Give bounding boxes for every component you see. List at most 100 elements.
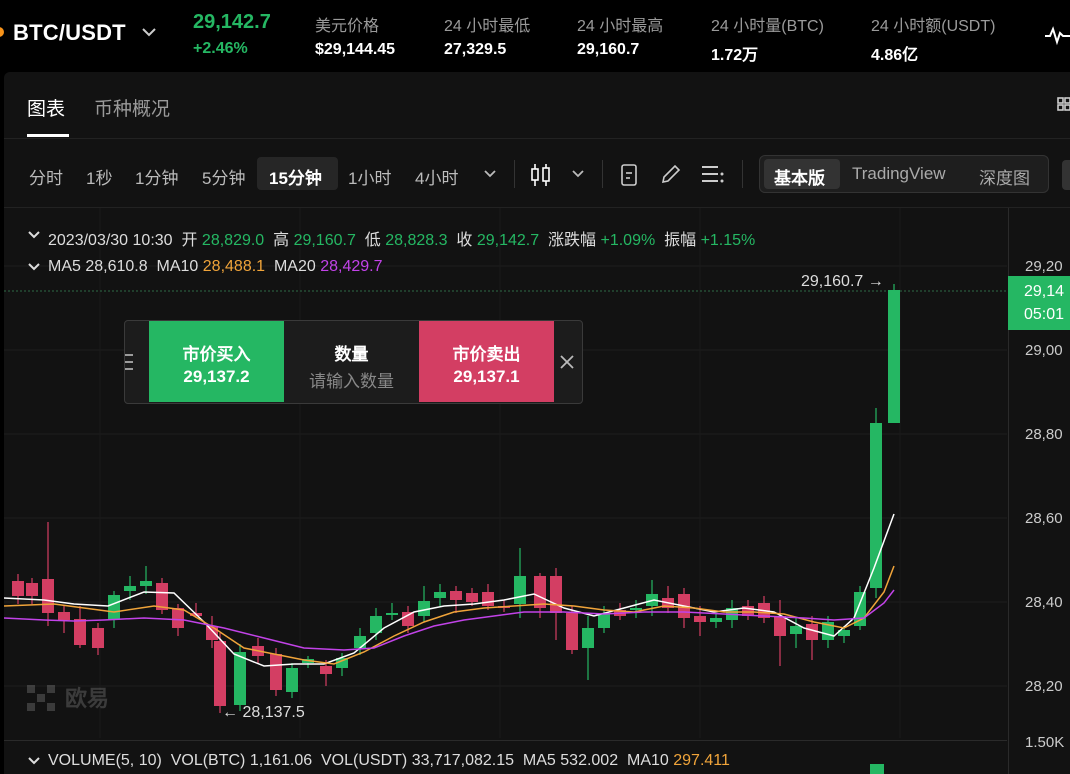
candle-body	[582, 628, 594, 648]
market-sell-button[interactable]: 市价卖出 29,137.1	[419, 321, 554, 402]
candle-body	[270, 654, 282, 690]
tab-chart[interactable]: 图表	[27, 99, 66, 120]
stat-24h-low: 24 小时最低 27,329.5	[444, 12, 530, 59]
candle-body	[418, 601, 430, 616]
divider	[742, 160, 743, 188]
interval-1h[interactable]: 1小时	[348, 169, 392, 188]
vol-ma10-value: 297.411	[673, 752, 730, 769]
volume-bar	[870, 764, 884, 774]
settings-list-icon[interactable]	[700, 164, 726, 184]
ma10-line	[4, 565, 895, 665]
candlestick-type-icon[interactable]	[530, 162, 552, 188]
high-value: 29,160.7	[293, 232, 356, 249]
vol-ma5-value: 532.002	[560, 752, 619, 769]
divider	[4, 138, 1070, 139]
stat-label: 24 小时最低	[444, 18, 531, 35]
interval-4h[interactable]: 4小时	[415, 169, 459, 188]
candle-body	[482, 592, 494, 606]
pair-name[interactable]: BTC/USDT	[13, 20, 126, 45]
mode-basic[interactable]: 基本版	[774, 169, 825, 188]
candle-body	[26, 583, 38, 596]
indicator-icon[interactable]	[620, 163, 638, 187]
axis-label: 28,20	[1025, 678, 1063, 695]
volume-axis-label: 1.50K	[1025, 734, 1065, 751]
axis-label: 29,20	[1025, 258, 1063, 275]
candle-body	[58, 612, 70, 620]
toolbar-overflow-button[interactable]	[1062, 160, 1070, 190]
candlestick-chart[interactable]	[4, 208, 1007, 774]
stat-value: 27,329.5	[444, 41, 507, 58]
close-icon[interactable]	[559, 354, 575, 370]
chart-type-chevron-icon[interactable]	[570, 167, 586, 181]
candle-countdown: 05:01	[1024, 306, 1065, 323]
more-intervals-chevron-icon[interactable]	[482, 167, 498, 181]
candle-body	[12, 581, 24, 596]
mode-tradingview[interactable]: TradingView	[852, 164, 946, 183]
stat-24h-volume-btc: 24 小时量(BTC) 1.72万	[711, 12, 824, 65]
vol-usdt-label: VOL(USDT)	[321, 752, 408, 769]
low-value: 28,828.3	[385, 232, 448, 249]
close-value: 29,142.7	[476, 232, 540, 249]
market-buy-button[interactable]: 市价买入 29,137.2	[149, 321, 284, 402]
amplitude-value: +1.15%	[700, 232, 756, 249]
candle-body	[434, 592, 446, 598]
chevron-down-icon[interactable]	[140, 24, 158, 40]
current-price-tag	[1008, 276, 1070, 330]
current-price-label: 29,14	[1024, 283, 1065, 300]
ma5-line	[4, 513, 895, 667]
active-tab-indicator	[27, 134, 69, 137]
stat-value: 29,160.7	[577, 41, 640, 58]
candle-body	[234, 652, 246, 705]
candle-body	[74, 619, 86, 645]
vol-ma5-label: MA5	[522, 752, 556, 769]
candle-body	[336, 658, 348, 668]
low-marker-value: 28,137.5	[242, 704, 305, 721]
buy-label: 市价买入	[182, 345, 251, 364]
quantity-input[interactable]: 请输入数量	[309, 372, 394, 391]
divider	[514, 160, 515, 188]
interval-1s[interactable]: 1秒	[86, 169, 113, 188]
candle-body	[320, 666, 332, 674]
ma5-label: MA5	[48, 258, 81, 275]
candle-body	[124, 586, 136, 591]
collapse-chevron-icon[interactable]	[27, 229, 41, 241]
candle-body	[742, 606, 754, 616]
divider	[4, 740, 1007, 741]
collapse-chevron-icon[interactable]	[27, 261, 41, 273]
candle-body	[214, 641, 226, 706]
low-label: 低	[364, 232, 381, 249]
activity-icon[interactable]	[1044, 24, 1070, 46]
stat-usd-price: 美元价格 $29,144.45	[315, 12, 395, 59]
collapse-chevron-icon[interactable]	[27, 755, 41, 767]
interval-1m[interactable]: 1分钟	[135, 169, 179, 188]
candle-body	[354, 636, 366, 648]
ma-legend: MA5 28,610.8 MA10 28,488.1 MA20 28,429.7	[48, 258, 382, 276]
okx-logo-watermark: 欧易	[27, 685, 109, 712]
interval-5m[interactable]: 5分钟	[202, 169, 246, 188]
axis-label: 28,40	[1025, 594, 1063, 611]
candle-body	[514, 576, 526, 604]
ma10-label: MA10	[156, 258, 199, 275]
axis-label: 29,00	[1025, 342, 1063, 359]
candle-body	[566, 613, 578, 650]
stat-label: 24 小时最高	[577, 18, 664, 35]
ma5-value: 28,610.8	[85, 258, 148, 275]
vol-usdt-value: 33,717,082.15	[411, 752, 515, 769]
layout-grid-icon[interactable]	[1056, 96, 1070, 112]
volume-legend: VOLUME(5, 10) VOL(BTC) 1,161.06 VOL(USDT…	[48, 752, 730, 770]
stat-24h-turnover-usdt: 24 小时额(USDT) 4.86亿	[871, 12, 995, 65]
quantity-label: 数量	[334, 345, 369, 364]
draw-pencil-icon[interactable]	[660, 163, 682, 185]
mode-depth[interactable]: 深度图	[979, 169, 1030, 188]
candle-body	[550, 576, 562, 613]
stat-label: 24 小时量(BTC)	[711, 18, 824, 35]
drag-handle-icon[interactable]	[124, 350, 134, 374]
interval-15m[interactable]: 15分钟	[269, 169, 322, 188]
high-price-marker: 29,160.7 →	[801, 273, 884, 290]
interval-time[interactable]: 分时	[29, 169, 63, 188]
volume-title: VOLUME(5, 10)	[48, 752, 162, 769]
tab-overview[interactable]: 币种概况	[94, 99, 171, 120]
open-label: 开	[181, 232, 198, 249]
ma20-label: MA20	[273, 258, 316, 275]
candle-body	[790, 626, 802, 634]
